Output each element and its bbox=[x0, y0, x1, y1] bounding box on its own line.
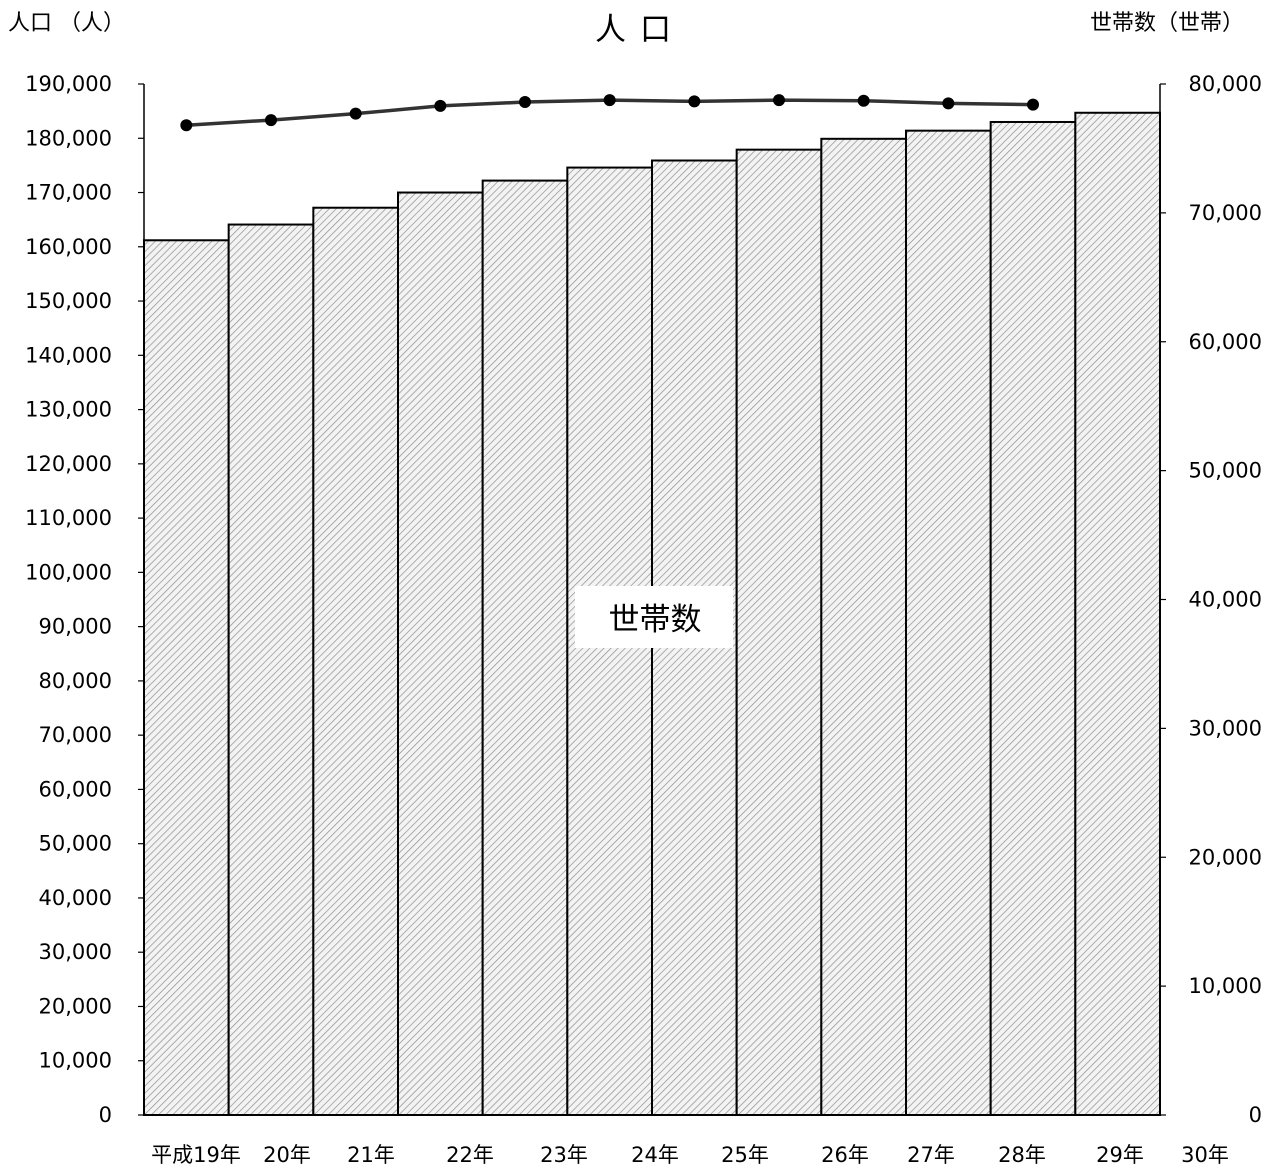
x-tick-label: 22年 bbox=[446, 1143, 494, 1167]
right-tick-label: 80,000 bbox=[1189, 72, 1262, 96]
left-tick-label: 20,000 bbox=[39, 994, 112, 1018]
right-tick-label: 50,000 bbox=[1189, 459, 1262, 483]
left-tick-label: 70,000 bbox=[39, 723, 112, 747]
annotation-label: 世帯数 bbox=[609, 602, 702, 638]
line-marker bbox=[519, 96, 531, 109]
left-tick-label: 100,000 bbox=[25, 560, 112, 584]
left-tick-label: 160,000 bbox=[25, 235, 112, 259]
bar bbox=[989, 120, 1077, 1117]
left-tick-label: 140,000 bbox=[25, 343, 112, 367]
line-marker bbox=[180, 119, 193, 132]
left-tick-label: 40,000 bbox=[39, 886, 112, 910]
right-tick-label: 70,000 bbox=[1189, 201, 1262, 225]
x-tick-label: 25年 bbox=[721, 1143, 769, 1167]
right-tick-label: 60,000 bbox=[1189, 330, 1262, 354]
bar bbox=[312, 206, 400, 1117]
left-tick-label: 50,000 bbox=[39, 832, 112, 856]
right-axis-title: 世帯数（世帯） bbox=[1090, 11, 1244, 36]
line-marker bbox=[688, 95, 701, 108]
right-tick-label: 20,000 bbox=[1189, 845, 1262, 869]
left-tick-label: 120,000 bbox=[25, 452, 112, 476]
line-marker bbox=[603, 94, 616, 107]
right-tick-label: 30,000 bbox=[1189, 716, 1262, 740]
x-tick-label: 30年 bbox=[1181, 1143, 1229, 1167]
left-tick-label: 150,000 bbox=[25, 289, 112, 313]
x-axis-ticks: 平成19年 20年 21年 22年 23年 24年 25年 26年 27年 28年 29年 30年 bbox=[151, 1143, 1229, 1167]
bar bbox=[1074, 111, 1162, 1117]
annotation-box bbox=[575, 586, 733, 648]
x-tick-label: 26年 bbox=[821, 1143, 869, 1167]
left-tick-label: 90,000 bbox=[39, 615, 112, 639]
left-tick-label: 30,000 bbox=[39, 940, 112, 964]
left-tick-label: 180,000 bbox=[25, 126, 112, 150]
right-tick-label: 0 bbox=[1249, 1103, 1262, 1127]
left-axis-ticks: 0 10,000 20,000 30,000 40,000 50,000 60,000 70,… bbox=[25, 72, 144, 1127]
line-marker bbox=[1027, 98, 1039, 111]
left-tick-label: 170,000 bbox=[25, 181, 112, 205]
line-marker bbox=[773, 94, 785, 107]
bar bbox=[905, 129, 992, 1116]
x-tick-label: 28年 bbox=[998, 1143, 1046, 1167]
left-tick-label: 130,000 bbox=[25, 398, 112, 422]
left-tick-label: 110,000 bbox=[25, 506, 112, 530]
right-tick-label: 10,000 bbox=[1189, 974, 1262, 998]
bar bbox=[227, 223, 315, 1117]
left-axis-title: 人口 （人） bbox=[8, 11, 125, 36]
x-tick-label: 21年 bbox=[347, 1143, 395, 1167]
right-axis-ticks: 0 10,000 20,000 30,000 40,000 50,000 60,000 70,… bbox=[1160, 72, 1262, 1127]
bar bbox=[397, 191, 484, 1117]
x-tick-label: 24年 bbox=[631, 1143, 679, 1167]
line-marker bbox=[942, 97, 955, 110]
bar bbox=[481, 179, 569, 1116]
line-marker bbox=[857, 94, 870, 107]
x-tick-label: 29年 bbox=[1096, 1143, 1144, 1167]
x-tick-label: 27年 bbox=[907, 1143, 955, 1167]
bar bbox=[143, 239, 230, 1116]
line-marker bbox=[434, 99, 447, 112]
left-tick-label: 0 bbox=[99, 1103, 112, 1127]
line-series bbox=[180, 94, 1039, 132]
left-tick-label: 10,000 bbox=[39, 1049, 112, 1073]
bar-series bbox=[143, 111, 1162, 1117]
x-tick-label: 23年 bbox=[540, 1143, 588, 1167]
left-tick-label: 80,000 bbox=[39, 669, 112, 693]
x-tick-label: 20年 bbox=[263, 1143, 311, 1167]
chart-title: 人口 bbox=[595, 12, 685, 48]
left-tick-label: 190,000 bbox=[25, 72, 112, 96]
line-marker bbox=[265, 114, 277, 127]
right-tick-label: 40,000 bbox=[1189, 588, 1262, 612]
line-marker bbox=[349, 107, 362, 120]
x-tick-label: 平成19年 bbox=[151, 1143, 241, 1167]
bar bbox=[735, 148, 823, 1116]
left-tick-label: 60,000 bbox=[39, 777, 112, 801]
bar bbox=[820, 137, 907, 1116]
